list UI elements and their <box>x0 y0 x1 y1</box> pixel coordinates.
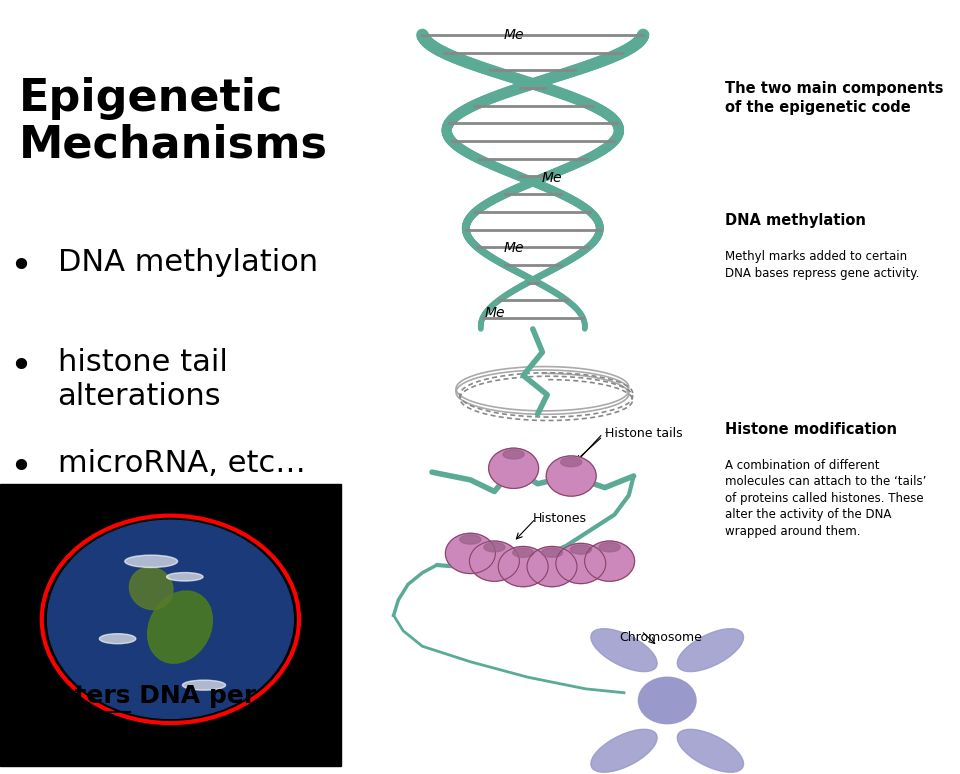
Text: 2 meters DNA per cell: 2 meters DNA per cell <box>5 684 314 708</box>
Circle shape <box>498 546 548 587</box>
Text: microRNA, etc…: microRNA, etc… <box>58 449 305 478</box>
Text: Chromosome: Chromosome <box>619 631 702 644</box>
Text: Me: Me <box>484 307 505 320</box>
Ellipse shape <box>148 591 212 663</box>
Text: A combination of different
molecules can attach to the ‘tails’
of proteins calle: A combination of different molecules can… <box>725 459 926 538</box>
Text: Histone tails: Histone tails <box>605 427 683 440</box>
Ellipse shape <box>570 545 591 554</box>
Text: Histone modification: Histone modification <box>725 422 897 437</box>
Circle shape <box>47 520 294 718</box>
Circle shape <box>585 541 635 581</box>
Ellipse shape <box>484 543 505 552</box>
Circle shape <box>489 448 539 488</box>
Ellipse shape <box>100 634 136 644</box>
Ellipse shape <box>599 543 620 552</box>
Circle shape <box>469 541 519 581</box>
Ellipse shape <box>167 573 204 581</box>
Circle shape <box>527 546 577 587</box>
Ellipse shape <box>130 567 173 610</box>
Ellipse shape <box>513 548 534 557</box>
Text: Me: Me <box>503 241 524 255</box>
Text: •: • <box>10 248 33 286</box>
Text: Epigenetic
Mechanisms: Epigenetic Mechanisms <box>19 77 328 167</box>
Text: •: • <box>10 449 33 487</box>
Text: millions of neurons: millions of neurons <box>5 742 276 766</box>
Text: DNA methylation: DNA methylation <box>725 213 866 228</box>
Ellipse shape <box>541 548 563 557</box>
Circle shape <box>556 543 606 584</box>
Text: Histones: Histones <box>533 512 587 525</box>
Ellipse shape <box>590 628 658 672</box>
Text: Me: Me <box>503 28 524 42</box>
Ellipse shape <box>677 628 744 672</box>
Ellipse shape <box>125 555 178 567</box>
Text: Methyl marks added to certain
DNA bases repress gene activity.: Methyl marks added to certain DNA bases … <box>725 250 919 279</box>
Ellipse shape <box>677 729 744 772</box>
Ellipse shape <box>561 457 582 467</box>
Ellipse shape <box>182 680 226 690</box>
Ellipse shape <box>503 450 524 459</box>
Circle shape <box>445 533 495 574</box>
Text: The two main components
of the epigenetic code: The two main components of the epigeneti… <box>725 81 944 115</box>
Bar <box>0 484 341 766</box>
Text: histone tail
alterations: histone tail alterations <box>58 348 228 411</box>
Text: Me: Me <box>541 171 563 185</box>
Ellipse shape <box>590 729 658 772</box>
Text: •: • <box>10 348 33 386</box>
Ellipse shape <box>460 535 481 544</box>
Circle shape <box>546 456 596 496</box>
Circle shape <box>638 677 696 724</box>
Text: DNA methylation: DNA methylation <box>58 248 318 276</box>
Text: 0.63: 0.63 <box>579 433 608 458</box>
